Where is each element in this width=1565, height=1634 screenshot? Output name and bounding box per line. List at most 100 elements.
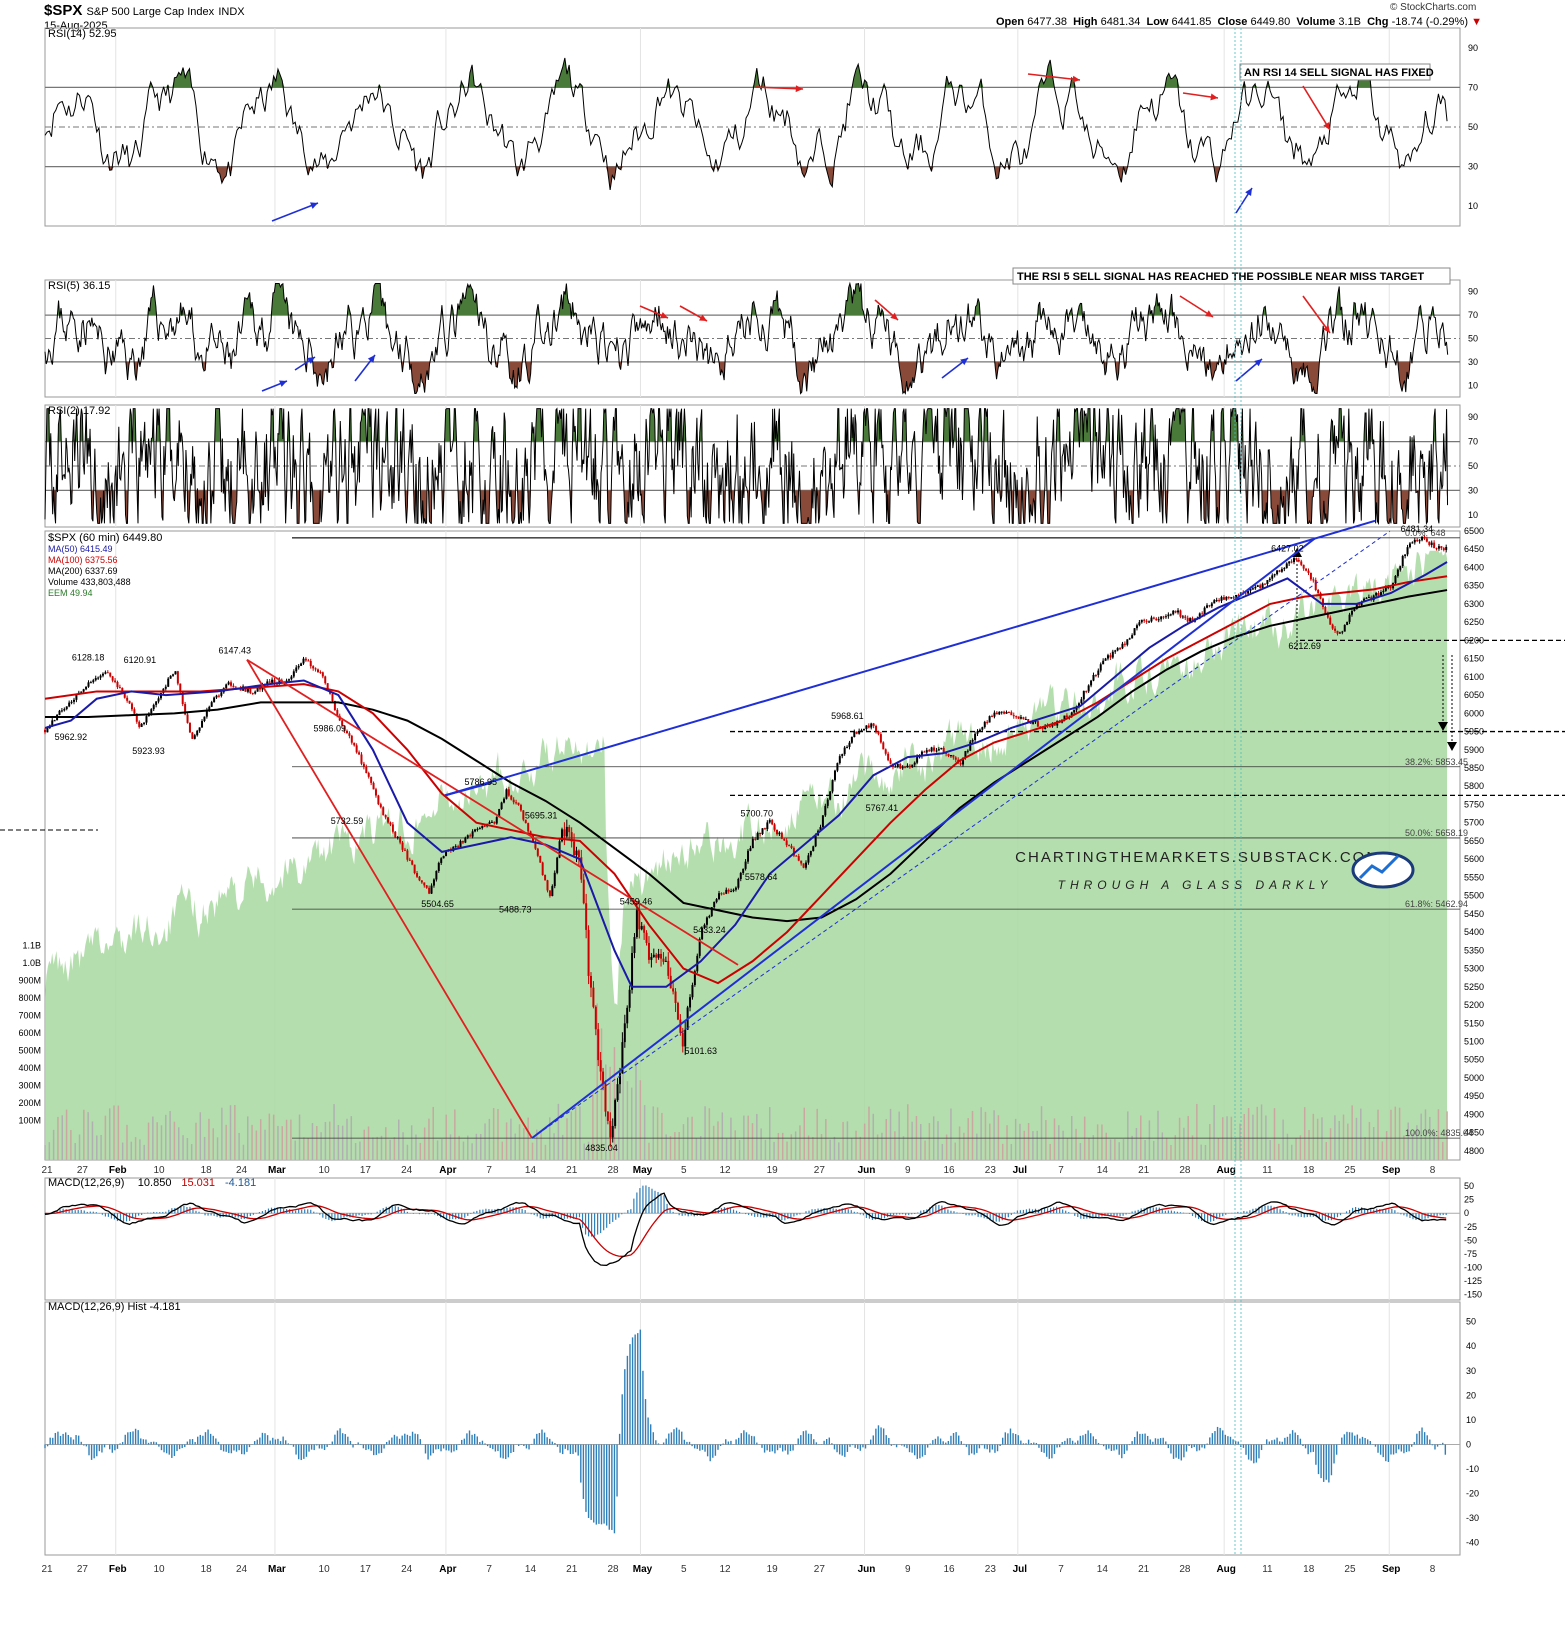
time-axis-label-bottom: 27 bbox=[77, 1564, 89, 1575]
price-candle-body bbox=[1399, 566, 1402, 570]
price-candle-body bbox=[198, 727, 201, 731]
price-candle-body bbox=[1440, 546, 1443, 549]
rsi-line-rsi5 bbox=[44, 281, 1449, 395]
hist-axis-tick: 30 bbox=[1466, 1366, 1476, 1376]
price-candle-body bbox=[379, 804, 382, 808]
price-candle-body bbox=[923, 751, 926, 753]
price-candle-body bbox=[63, 709, 66, 711]
watermark-title: CHARTINGTHEMARKETS.SUBSTACK.COM bbox=[1015, 849, 1381, 866]
price-candle-body bbox=[430, 885, 433, 894]
price-candle-body bbox=[420, 880, 423, 883]
rsi14-signal-arrow-head bbox=[1245, 188, 1252, 196]
price-candle-body bbox=[268, 681, 271, 683]
price-axis-tick: 5700 bbox=[1464, 818, 1484, 828]
price-candle-body bbox=[111, 676, 114, 681]
rsi-oversold-fill-rsi14 bbox=[45, 166, 1448, 190]
rsi5-signal-arrow-head bbox=[1322, 325, 1330, 333]
symbol: $SPX bbox=[44, 2, 83, 19]
price-candle-body bbox=[1348, 614, 1351, 622]
volume-axis-tick: 600M bbox=[18, 1028, 41, 1038]
price-candle-body bbox=[858, 731, 861, 734]
price-candle-body bbox=[585, 903, 588, 930]
price-candle-body bbox=[850, 737, 853, 743]
blue-trendline-dashed bbox=[531, 530, 1391, 1139]
price-candle-body bbox=[515, 802, 518, 804]
time-axis-label-bottom: May bbox=[633, 1564, 653, 1575]
volume-axis-tick: 300M bbox=[18, 1081, 41, 1091]
price-axis-tick: 6450 bbox=[1464, 544, 1484, 554]
price-label: 6147.43 bbox=[219, 646, 252, 656]
price-candle-body bbox=[1230, 597, 1233, 599]
price-candle-body bbox=[1425, 538, 1428, 542]
price-label: 6481.34 bbox=[1401, 524, 1434, 534]
price-candle-body bbox=[1012, 715, 1015, 717]
price-axis-tick: 5500 bbox=[1464, 891, 1484, 901]
price-candle-body bbox=[1063, 715, 1066, 720]
price-candle-body bbox=[174, 671, 177, 675]
time-axis-label-mid: 23 bbox=[985, 1165, 997, 1176]
hist-axis-tick: 20 bbox=[1466, 1390, 1476, 1400]
price-candle-body bbox=[638, 910, 641, 930]
time-axis-label-bottom: 28 bbox=[1179, 1564, 1191, 1575]
price-candle-body bbox=[582, 879, 585, 904]
price-candle-body bbox=[464, 837, 467, 843]
fib-level-label: 38.2%: 5853.45 bbox=[1405, 757, 1468, 767]
price-candle-body bbox=[739, 872, 742, 879]
high-value: 6481.34 bbox=[1100, 16, 1141, 28]
price-candle-body bbox=[155, 701, 158, 705]
price-candle-body bbox=[1290, 561, 1293, 563]
price-candle-body bbox=[133, 709, 136, 714]
price-legend-item: EEM 49.94 bbox=[48, 588, 93, 598]
ohlc-summary: Open 6477.38 High 6481.34 Low 6441.85 Cl… bbox=[996, 16, 1482, 28]
price-candle-body bbox=[756, 832, 759, 840]
price-candle-body bbox=[1336, 630, 1339, 634]
time-axis-label-mid: 10 bbox=[153, 1165, 165, 1176]
price-candle-body bbox=[790, 845, 793, 848]
price-candle-body bbox=[544, 875, 547, 881]
rsi-axis-tick-rsi2: 30 bbox=[1468, 485, 1478, 495]
price-axis-tick: 5600 bbox=[1464, 854, 1484, 864]
rsi-axis-tick-rsi14: 30 bbox=[1468, 162, 1478, 172]
price-candle-body bbox=[988, 716, 991, 723]
price-candle-body bbox=[442, 856, 445, 859]
price-candle-body bbox=[196, 730, 199, 736]
price-candle-body bbox=[1278, 570, 1281, 572]
price-label: 6427.02 bbox=[1271, 544, 1304, 554]
time-axis-label-mid: 18 bbox=[1303, 1165, 1315, 1176]
macd-axis-tick: 50 bbox=[1464, 1181, 1474, 1191]
price-candle-body bbox=[428, 887, 431, 894]
price-candle-body bbox=[302, 658, 305, 664]
price-candle-body bbox=[918, 756, 921, 758]
price-candle-body bbox=[660, 953, 663, 959]
price-candle-body bbox=[1280, 569, 1283, 572]
price-candle-body bbox=[254, 691, 257, 694]
price-candle-body bbox=[1085, 690, 1088, 692]
price-candle-body bbox=[534, 841, 537, 849]
price-candle-body bbox=[326, 683, 329, 691]
price-candle-body bbox=[1421, 536, 1424, 541]
hist-axis-tick: -30 bbox=[1466, 1513, 1479, 1523]
price-candle-body bbox=[300, 663, 303, 666]
price-candle-body bbox=[826, 799, 829, 806]
price-candle-body bbox=[998, 712, 1001, 715]
price-candle-body bbox=[1251, 588, 1254, 590]
price-candle-body bbox=[809, 851, 812, 856]
price-candle-body bbox=[172, 674, 175, 676]
price-candle-body bbox=[1029, 722, 1032, 724]
price-candle-body bbox=[167, 678, 170, 687]
rsi14-annotation: AN RSI 14 SELL SIGNAL HAS FIXED bbox=[1244, 67, 1434, 79]
price-candle-body bbox=[831, 779, 834, 792]
time-axis-label-bottom: 5 bbox=[681, 1564, 687, 1575]
rsi-axis-tick-rsi5: 10 bbox=[1468, 380, 1478, 390]
price-candle-body bbox=[1020, 717, 1023, 719]
price-legend-item: Volume 433,803,488 bbox=[48, 577, 131, 587]
price-candle-body bbox=[145, 716, 148, 723]
price-candle-body bbox=[478, 828, 481, 830]
price-candle-body bbox=[645, 932, 648, 943]
time-axis-label-bottom: 28 bbox=[607, 1564, 619, 1575]
price-candle-body bbox=[1114, 650, 1117, 652]
price-candle-body bbox=[672, 988, 675, 992]
exchange: INDX bbox=[218, 6, 245, 18]
price-candle-body bbox=[766, 822, 769, 830]
price-candle-body bbox=[1300, 561, 1303, 565]
